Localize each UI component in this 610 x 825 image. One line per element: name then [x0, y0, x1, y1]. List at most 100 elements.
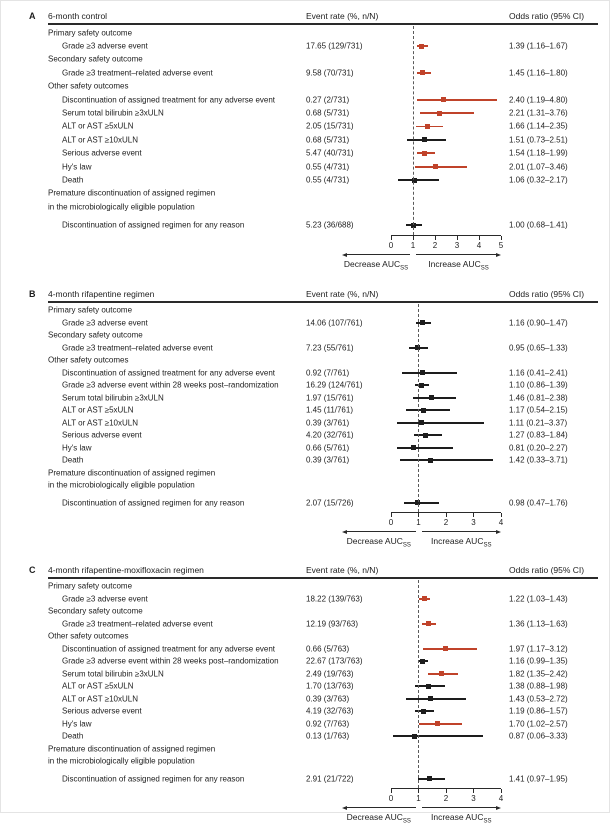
odds-ratio-value: 1.39 (1.16–1.67)	[509, 41, 568, 51]
panel-b-header: B 4-month rifapentine regimen Event rate…	[1, 287, 610, 303]
axis-tick-label: 1	[416, 793, 421, 803]
increase-arrow	[416, 254, 496, 255]
outcome-label: Other safety outcomes	[48, 81, 129, 91]
or-marker	[428, 395, 434, 401]
section-row: Other safety outcomes	[1, 354, 610, 367]
axis-label-text: Increase AUC	[431, 536, 484, 546]
axis-tick-label: 2	[432, 240, 438, 250]
axis-tick-label: 4	[498, 793, 504, 803]
or-marker	[419, 420, 425, 426]
section-row: Secondary safety outcome	[1, 53, 610, 66]
event-rate-value: 7.23 (55/761)	[306, 343, 354, 353]
or-marker	[438, 671, 444, 677]
ci-line	[402, 371, 458, 374]
or-marker	[421, 137, 427, 143]
axis-tick-label: 4	[476, 240, 482, 250]
axis-label-text: Decrease AUC	[343, 259, 401, 269]
auc-subscript: SS	[400, 265, 409, 272]
ci-line	[417, 98, 497, 101]
axis-tick-label: 3	[454, 240, 460, 250]
axis-line	[391, 512, 501, 514]
outcome-label: Serious adverse event	[62, 706, 142, 716]
outcome-label: Serious adverse event	[62, 430, 142, 440]
increase-axis-label: Increase AUC SS	[396, 536, 526, 549]
axis-tick	[500, 513, 502, 517]
outcome-row: Grade ≥3 adverse event within 28 weeks p…	[1, 655, 610, 668]
odds-ratio-value: 1.16 (0.90–1.47)	[509, 318, 568, 328]
event-rate-value: 0.92 (7/761)	[306, 368, 350, 378]
odds-ratio-value: 1.06 (0.32–2.17)	[509, 175, 568, 185]
axis-tick-label: 5	[498, 240, 504, 250]
outcome-label: ALT or AST ≥10xULN	[62, 694, 138, 704]
odds-ratio-value: 1.70 (1.02–2.57)	[509, 719, 568, 729]
outcome-row: Death 0.55 (4/731) 1.06 (0.32–2.17)	[1, 173, 610, 186]
axis-tick	[478, 236, 480, 240]
auc-subscript: SS	[483, 818, 492, 825]
section-row: in the microbiologically eligible popula…	[1, 479, 610, 492]
event-rate-value: 14.06 (107/761)	[306, 318, 363, 328]
odds-ratio-value: 2.21 (1.31–3.76)	[509, 108, 568, 118]
outcome-label: Discontinuation of assigned treatment fo…	[62, 644, 276, 654]
or-marker	[420, 70, 426, 76]
axis-tick-label: 1	[410, 240, 416, 250]
odds-ratio-value: 1.97 (1.17–3.12)	[509, 644, 568, 654]
or-marker	[432, 164, 438, 170]
event-rate-value: 0.68 (5/731)	[306, 108, 350, 118]
event-rate-value: 0.66 (5/761)	[306, 443, 350, 453]
outcome-label: Grade ≥3 adverse event	[62, 318, 148, 328]
increase-arrow	[421, 531, 496, 532]
or-marker	[415, 500, 421, 506]
ci-line	[396, 421, 484, 424]
or-marker	[427, 776, 433, 782]
event-rate-value: 2.49 (19/763)	[306, 669, 354, 679]
odds-ratio-value: 1.43 (0.53–2.72)	[509, 694, 568, 704]
section-row: Secondary safety outcome	[1, 329, 610, 342]
axis-tick	[500, 789, 502, 793]
axis-tick-label: 2	[443, 517, 449, 527]
odds-ratio-value: 1.19 (0.86–1.57)	[509, 706, 568, 716]
event-rate-value: 5.23 (36/688)	[306, 220, 354, 230]
odds-ratio-value: 2.40 (1.19–4.80)	[509, 95, 568, 105]
section-row: in the microbiologically eligible popula…	[1, 755, 610, 768]
or-marker	[425, 123, 431, 129]
event-rate-value: 4.20 (32/761)	[306, 430, 354, 440]
decrease-axis-label: Decrease AUCSS	[314, 536, 444, 549]
event-rate-value: 18.22 (139/763)	[306, 594, 363, 604]
outcome-label: Serious adverse event	[62, 148, 142, 158]
section-row: Premature discontinuation of assigned re…	[1, 467, 610, 480]
odds-ratio-header: Odds ratio (95% CI)	[509, 565, 585, 575]
odds-ratio-value: 0.98 (0.47–1.76)	[509, 498, 568, 508]
outcome-row: Death 0.13 (1/763) 0.87 (0.06–3.33)	[1, 730, 610, 743]
section-row: Primary safety outcome	[1, 26, 610, 39]
event-rate-value: 0.27 (2/731)	[306, 95, 350, 105]
event-rate-value: 17.65 (129/731)	[306, 41, 363, 51]
or-marker	[435, 721, 441, 727]
outcome-row: Death 0.39 (3/761) 1.42 (0.33–3.71)	[1, 454, 610, 467]
panel-title: 6-month control	[48, 11, 108, 21]
outcome-row: Discontinuation of assigned treatment fo…	[1, 93, 610, 106]
outcome-label: in the microbiologically eligible popula…	[48, 480, 195, 490]
outcome-label: Grade ≥3 treatment–related adverse event	[62, 68, 213, 78]
outcome-row: Grade ≥3 adverse event 18.22 (139/763) 1.2…	[1, 593, 610, 606]
auc-subscript: SS	[402, 542, 411, 549]
section-row: Secondary safety outcome	[1, 605, 610, 618]
panel-letter: C	[29, 565, 36, 575]
panel-a-header: A 6-month control Event rate (%, n/N) Od…	[1, 9, 610, 25]
event-rate-header: Event rate (%, n/N)	[306, 289, 379, 299]
outcome-label: Death	[62, 455, 84, 465]
axis-label-text: Decrease AUC	[346, 536, 403, 546]
outcome-label: Primary safety outcome	[48, 305, 133, 315]
odds-ratio-value: 1.66 (1.14–2.35)	[509, 121, 568, 131]
odds-ratio-value: 1.16 (0.99–1.35)	[509, 656, 568, 666]
axis-tick-label: 0	[388, 240, 394, 250]
outcome-label: Primary safety outcome	[48, 28, 133, 38]
odds-ratio-value: 1.51 (0.73–2.51)	[509, 135, 568, 145]
event-rate-value: 0.39 (3/761)	[306, 418, 350, 428]
ci-line	[405, 697, 466, 700]
outcome-row: Serum total bilirubin ≥3xULN 2.49 (19/763…	[1, 668, 610, 681]
event-rate-header: Event rate (%, n/N)	[306, 11, 379, 21]
outcome-row: Serious adverse event 5.47 (40/731) 1.54 (…	[1, 147, 610, 160]
or-marker	[423, 432, 429, 438]
outcome-row: Hy's law 0.92 (7/763) 1.70 (1.02–2.57)	[1, 718, 610, 731]
outcome-label: Secondary safety outcome	[48, 330, 143, 340]
